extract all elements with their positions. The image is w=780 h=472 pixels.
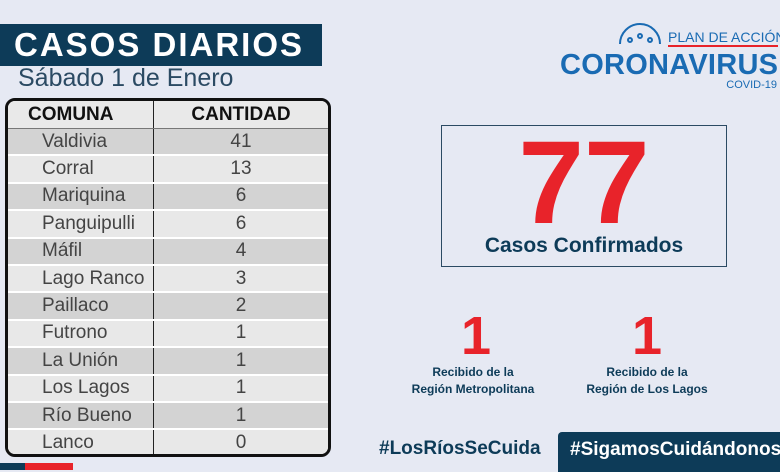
comuna-cell: Panguipulli	[8, 211, 154, 237]
table-row: Máfil 4	[8, 238, 328, 266]
total-cases-label: Casos Confirmados	[484, 234, 684, 257]
transfer-rm-label: Recibido de la Región Metropolitana	[373, 364, 573, 398]
transfer-loslagos-label-line1: Recibido de la	[606, 365, 688, 379]
comuna-cell: La Unión	[8, 348, 154, 374]
cantidad-cell: 41	[230, 130, 252, 152]
cantidad-cell: 6	[235, 212, 247, 234]
table-row: Valdivia 41	[8, 129, 328, 157]
table-row: Los Lagos 1	[8, 375, 328, 403]
cantidad-cell: 6	[235, 185, 247, 207]
cantidad-cell: 1	[235, 404, 247, 426]
cantidad-cell: 1	[235, 349, 247, 371]
table-row: Lanco 0	[8, 430, 328, 454]
cantidad-cell: 1	[235, 322, 247, 344]
transfer-rm-label-line1: Recibido de la	[432, 365, 514, 379]
cantidad-cell: 4	[235, 240, 247, 262]
coronavirus-plan-logo: PLAN DE ACCIÓN CORONAVIRUS COVID-19	[560, 23, 780, 91]
logo-line1: PLAN DE ACCIÓN	[668, 29, 780, 45]
comuna-cell: Paillaco	[8, 293, 154, 319]
table-body: Valdivia 41 Corral 13 Mariquina 6 Panguipulli 6…	[8, 129, 328, 454]
footer-bar-red	[25, 463, 73, 470]
cantidad-cell: 0	[235, 431, 247, 453]
hashtag-sigamos: #SigamosCuidándonos	[558, 432, 780, 472]
table-row: La Unión 1	[8, 348, 328, 376]
table-row: Futrono 1	[8, 320, 328, 349]
table-row: Río Bueno 1	[8, 402, 328, 431]
transfer-rm-label-line2: Región Metropolitana	[411, 382, 535, 396]
footer-bar-navy	[0, 463, 25, 470]
cantidad-cell: 3	[235, 267, 247, 289]
comuna-cell: Río Bueno	[8, 402, 154, 429]
transfer-rm-value: 1	[460, 306, 492, 366]
comuna-cell: Corral	[8, 156, 154, 182]
transfer-loslagos-value: 1	[631, 306, 663, 366]
table-header: COMUNA CANTIDAD	[8, 101, 328, 129]
total-cases-box: 77 Casos Confirmados	[441, 117, 727, 267]
cantidad-cell: 2	[235, 295, 247, 317]
cantidad-cell: 13	[230, 158, 252, 180]
table-row: Mariquina 6	[8, 183, 328, 212]
transfer-loslagos-label: Recibido de la Región de Los Lagos	[547, 364, 747, 398]
column-header-cantidad: CANTIDAD	[191, 103, 291, 125]
comuna-cell: Lago Ranco	[8, 265, 154, 292]
column-header-comuna: COMUNA	[8, 101, 154, 128]
date-subtitle: Sábado 1 de Enero	[18, 64, 234, 92]
comuna-cell: Máfil	[8, 238, 154, 264]
cases-table: COMUNA CANTIDAD Valdivia 41 Corral 13 Mariqu…	[5, 98, 331, 457]
virus-icon	[619, 23, 661, 45]
comuna-cell: Los Lagos	[8, 375, 154, 401]
table-row: Lago Ranco 3	[8, 265, 328, 294]
cantidad-cell: 1	[235, 377, 247, 399]
logo-line3: COVID-19	[726, 79, 777, 91]
logo-line2: CORONAVIRUS	[560, 49, 778, 81]
table-row: Corral 13	[8, 156, 328, 184]
table-row: Panguipulli 6	[8, 211, 328, 239]
hashtag-losrios: #LosRíosSeCuida	[379, 438, 541, 459]
transfer-loslagos-label-line2: Región de Los Lagos	[586, 382, 708, 396]
comuna-cell: Lanco	[8, 430, 154, 454]
logo-underline	[668, 45, 778, 47]
total-cases-value: 77	[518, 117, 650, 249]
comuna-cell: Valdivia	[8, 129, 154, 155]
comuna-cell: Mariquina	[8, 183, 154, 210]
comuna-cell: Futrono	[8, 320, 154, 347]
table-row: Paillaco 2	[8, 293, 328, 321]
page-title: CASOS DIARIOS	[0, 24, 322, 66]
